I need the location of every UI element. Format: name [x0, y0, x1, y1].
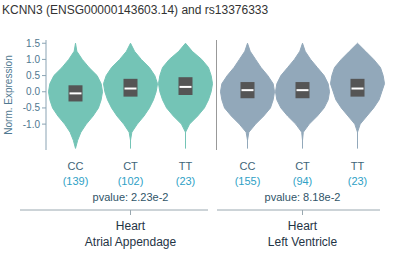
median	[180, 86, 192, 88]
tissue-label: Atrial Appendage	[85, 235, 177, 249]
y-tick	[42, 107, 46, 108]
y-tick	[42, 59, 46, 60]
y-tick	[42, 124, 46, 125]
bracket-tick	[130, 210, 131, 215]
genotype-label: CC	[240, 160, 256, 172]
violin	[221, 43, 275, 148]
n-label: (23)	[176, 175, 196, 187]
box	[296, 82, 310, 98]
violin	[49, 43, 103, 148]
y-tick	[42, 91, 46, 92]
violin	[276, 43, 330, 148]
y-label: Norm. Expression	[3, 55, 14, 134]
tissue-label: Heart	[288, 219, 318, 233]
box	[351, 79, 365, 97]
median	[297, 89, 309, 91]
n-label: (155)	[235, 175, 261, 187]
genotype-label: TT	[351, 160, 365, 172]
n-label: (139)	[63, 175, 89, 187]
panel-divider	[216, 40, 217, 150]
y-tick-label: 1.0	[26, 54, 40, 65]
box	[124, 79, 138, 97]
chart: KCNN3 (ENSG00000143603.14) and rs1337633…	[0, 0, 400, 269]
y-tick-label: -1.0	[23, 119, 41, 130]
violin	[104, 43, 158, 148]
y-tick	[42, 43, 46, 44]
tissue-label: Heart	[116, 219, 146, 233]
genotype-label: CT	[295, 160, 310, 172]
y-tick-label: 0.5	[26, 70, 40, 81]
y-axis	[46, 40, 47, 150]
genotype-label: TT	[179, 160, 193, 172]
n-label: (23)	[348, 175, 368, 187]
y-tick-label: 1.5	[26, 38, 40, 49]
genotype-label: CT	[123, 160, 138, 172]
genotype-label: CC	[68, 160, 84, 172]
bracket-tick	[302, 210, 303, 215]
y-tick	[42, 75, 46, 76]
violin	[331, 43, 385, 148]
box	[179, 77, 193, 95]
y-tick-label: -0.5	[23, 102, 41, 113]
n-label: (94)	[293, 175, 313, 187]
title: KCNN3 (ENSG00000143603.14) and rs1337633…	[2, 3, 269, 17]
violin	[159, 43, 213, 148]
box	[241, 82, 255, 98]
pvalue: pvalue: 8.18e-2	[265, 191, 341, 203]
y-tick-label: 0.0	[26, 86, 40, 97]
tissue-label: Left Ventricle	[268, 235, 338, 249]
median	[70, 92, 82, 94]
median	[352, 88, 364, 90]
pvalue: pvalue: 2.23e-2	[93, 191, 169, 203]
median	[125, 88, 137, 90]
bracket	[217, 210, 380, 211]
median	[242, 89, 254, 91]
box	[69, 85, 83, 101]
bracket	[20, 210, 208, 211]
n-label: (102)	[118, 175, 144, 187]
